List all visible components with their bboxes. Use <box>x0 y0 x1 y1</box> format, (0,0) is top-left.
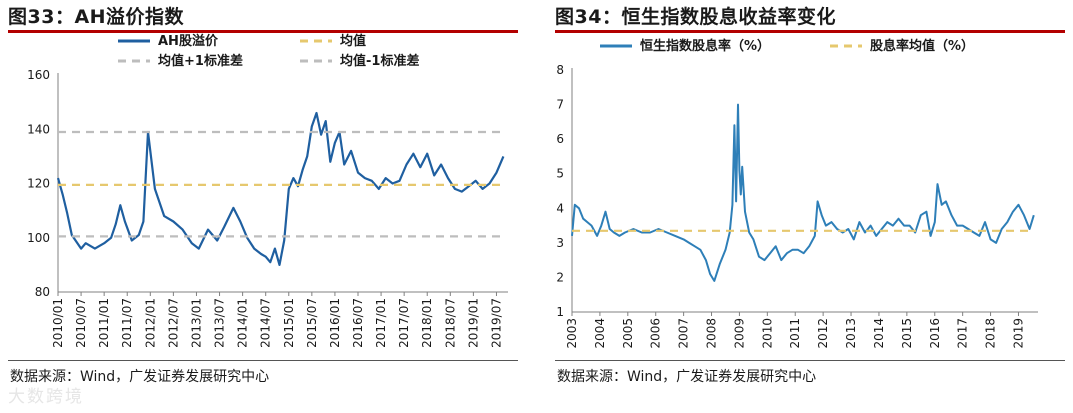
chart0-legend-label-0: AH股溢价 <box>158 33 219 49</box>
watermark: 大数跨境 <box>8 387 84 407</box>
right-panel-title: 图34：恒生指数股息收益率变化 <box>555 6 836 28</box>
chart1-xtick-label: 2012 <box>816 318 830 349</box>
chart1-legend-label-0: 恒生指数股息率（%） <box>640 38 770 54</box>
chart0-xtick-label: 2017/07 <box>397 298 411 348</box>
chart1-xtick-label: 2006 <box>649 318 663 349</box>
chart0-xtick-label: 2018/01 <box>420 298 434 348</box>
chart0-xtick-label: 2011/01 <box>97 298 111 348</box>
right-title-rule <box>555 30 1065 33</box>
chart0-legend-label-1: 均值 <box>340 33 366 49</box>
chart0-ytick-label: 80 <box>35 285 50 299</box>
chart0-ytick-label: 160 <box>27 68 50 82</box>
chart0-xtick-label: 2016/01 <box>328 298 342 348</box>
chart1-ytick-label: 8 <box>556 63 564 77</box>
chart0-xtick-label: 2010/01 <box>51 298 65 348</box>
chart1-xtick-label: 2011 <box>788 318 802 349</box>
chart0-ytick-label: 120 <box>27 177 50 191</box>
chart0-xtick-label: 2012/01 <box>143 298 157 348</box>
left-title-rule <box>8 30 518 33</box>
chart1-ytick-label: 3 <box>556 236 564 250</box>
chart1-xtick-label: 2010 <box>760 318 774 349</box>
chart1-ytick-label: 5 <box>556 167 564 181</box>
chart1-xtick-label: 2013 <box>844 318 858 349</box>
left-panel-title: 图33：AH溢价指数 <box>8 6 185 28</box>
chart0-xtick-label: 2019/01 <box>466 298 480 348</box>
chart0-xtick-label: 2016/07 <box>351 298 365 348</box>
chart1-ytick-label: 2 <box>556 270 564 284</box>
chart0-xtick-label: 2011/07 <box>120 298 134 348</box>
chart0-series-0 <box>56 111 505 266</box>
chart1-ytick-label: 4 <box>556 201 564 215</box>
chart0-xtick-label: 2014/07 <box>259 298 273 348</box>
chart1-xtick-label: 2016 <box>928 318 942 349</box>
chart0-ytick-label: 140 <box>27 122 50 136</box>
chart0-legend-label-2: 均值+1标准差 <box>158 53 243 69</box>
chart0-xtick-label: 2014/01 <box>236 298 250 348</box>
chart0-xtick-label: 2017/01 <box>374 298 388 348</box>
left-source: 数据来源：Wind，广发证券发展研究中心 <box>10 369 270 385</box>
chart1-xtick-label: 2019 <box>1011 318 1025 349</box>
chart1-xtick-label: 2008 <box>705 318 719 349</box>
chart0-xtick-label: 2013/07 <box>213 298 227 348</box>
chart1-ytick-label: 1 <box>556 305 564 319</box>
chart0-xtick-label: 2015/07 <box>305 298 319 348</box>
chart0-ytick-label: 100 <box>27 231 50 245</box>
chart0-xtick-label: 2010/07 <box>74 298 88 348</box>
chart0-legend-label-3: 均值-1标准差 <box>340 53 419 69</box>
chart1-ytick-label: 6 <box>556 132 564 146</box>
chart1-xtick-label: 2004 <box>593 318 607 349</box>
chart1-series-0 <box>571 103 1035 282</box>
right-source: 数据来源：Wind，广发证券发展研究中心 <box>557 369 817 385</box>
chart1-ytick-label: 7 <box>556 98 564 112</box>
chart1-legend-label-1: 股息率均值（%） <box>870 38 974 54</box>
chart1-xtick-label: 2015 <box>900 318 914 349</box>
right-bottom-rule <box>555 360 1065 361</box>
chart1-xtick-label: 2009 <box>732 318 746 349</box>
chart1-xtick-label: 2005 <box>621 318 635 349</box>
chart0-xtick-label: 2013/01 <box>189 298 203 348</box>
chart0-xtick-label: 2018/07 <box>443 298 457 348</box>
chart1-xtick-label: 2007 <box>677 318 691 349</box>
chart1-xtick-label: 2017 <box>956 318 970 349</box>
chart0-xtick-label: 2015/01 <box>282 298 296 348</box>
chart0-xtick-label: 2019/07 <box>489 298 503 348</box>
chart1-xtick-label: 2018 <box>984 318 998 349</box>
left-bottom-rule <box>8 360 518 361</box>
chart0-xtick-label: 2012/07 <box>166 298 180 348</box>
chart1-xtick-label: 2003 <box>565 318 579 349</box>
chart1-xtick-label: 2014 <box>872 318 886 349</box>
